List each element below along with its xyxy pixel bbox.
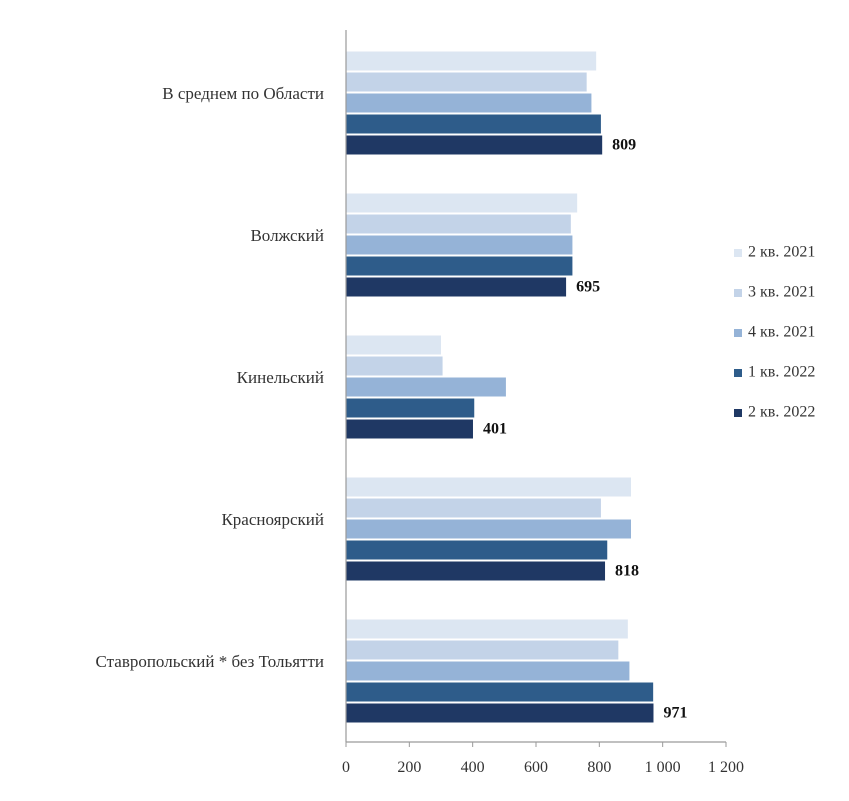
category-label: Кинельский [237, 368, 324, 387]
bar-2-series-5 [346, 277, 567, 297]
legend: 2 кв. 2021 3 кв. 2021 4 кв. 2021 1 кв. 2022… [734, 244, 815, 421]
bar-1-series-2 [346, 72, 587, 92]
data-label: 401 [483, 421, 507, 438]
data-label: 818 [615, 563, 639, 580]
bar-5-series-4 [346, 682, 654, 702]
legend-swatch [734, 369, 742, 377]
axis-layer: 0 200 400 600 800 1 000 1 200 [342, 30, 744, 776]
legend-label: 2 кв. 2021 [748, 244, 815, 261]
labels-layer: В среднем по Области 809 Волжский 695 Кинель… [96, 84, 688, 722]
category-label: В среднем по Области [162, 84, 324, 103]
bar-2-series-1 [346, 193, 578, 213]
legend-label: 3 кв. 2021 [748, 284, 815, 301]
x-tick-label: 1 000 [645, 759, 681, 776]
bar-5-series-5 [346, 703, 654, 723]
data-label: 695 [576, 279, 600, 296]
x-tick-label: 0 [342, 759, 350, 776]
x-tick-label: 1 200 [708, 759, 744, 776]
bar-3-series-4 [346, 398, 475, 418]
bar-1-series-1 [346, 51, 597, 71]
category-label: Ставропольский * без Тольятти [96, 652, 324, 671]
legend-swatch [734, 289, 742, 297]
category-label: Красноярский [221, 510, 324, 529]
bar-5-series-2 [346, 640, 619, 660]
bar-4-series-3 [346, 519, 631, 539]
x-tick-label: 600 [524, 759, 548, 776]
bars-layer [346, 51, 654, 723]
data-label: 809 [612, 137, 636, 154]
bar-1-series-5 [346, 135, 603, 155]
legend-swatch [734, 409, 742, 417]
legend-label: 1 кв. 2022 [748, 364, 815, 381]
bar-3-series-2 [346, 356, 443, 376]
bar-5-series-3 [346, 661, 630, 681]
data-label: 971 [663, 705, 687, 722]
legend-label: 4 кв. 2021 [748, 324, 815, 341]
bar-2-series-4 [346, 256, 573, 276]
bar-5-series-1 [346, 619, 628, 639]
bar-4-series-1 [346, 477, 631, 497]
legend-swatch [734, 329, 742, 337]
legend-swatch [734, 249, 742, 257]
legend-label: 2 кв. 2022 [748, 404, 815, 421]
bar-3-series-3 [346, 377, 506, 397]
x-tick-label: 400 [461, 759, 485, 776]
category-label: Волжский [250, 226, 324, 245]
bar-4-series-4 [346, 540, 608, 560]
bar-1-series-3 [346, 93, 592, 113]
x-tick-label: 200 [397, 759, 421, 776]
bar-3-series-1 [346, 335, 441, 355]
bar-2-series-3 [346, 235, 573, 255]
bar-1-series-4 [346, 114, 601, 134]
x-tick-label: 800 [587, 759, 611, 776]
bar-2-series-2 [346, 214, 571, 234]
bar-3-series-5 [346, 419, 473, 439]
bar-4-series-5 [346, 561, 606, 581]
bar-4-series-2 [346, 498, 601, 518]
